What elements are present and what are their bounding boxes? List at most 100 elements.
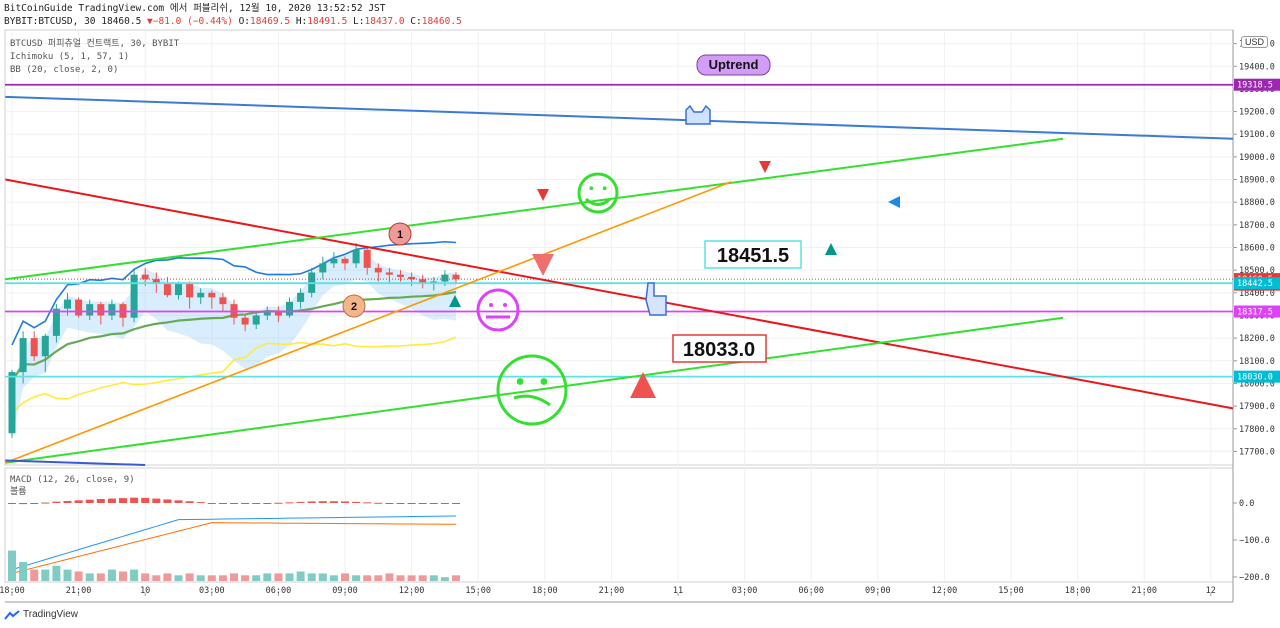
trendline-green-lower (5, 316, 1064, 464)
macd-histogram-bar (141, 497, 150, 503)
macd-histogram-bar (274, 502, 283, 504)
high-label: H: (295, 16, 308, 27)
time-tick-label: 15:00 (465, 586, 491, 596)
candle-body (108, 304, 116, 316)
price-tick-label: 19200.0 (1239, 108, 1275, 118)
trendline-red (5, 178, 1234, 410)
up-arrow-icon (630, 372, 656, 398)
time-tick-label: 03:00 (732, 586, 758, 596)
confused-face-icon-outline (496, 354, 568, 426)
candle-body (341, 258, 349, 264)
macd-histogram-bar (352, 501, 361, 503)
volume-bar (429, 575, 438, 581)
candle-body (64, 299, 71, 309)
macd-legend: MACD (12, 26, close, 9) 볼륨 (10, 474, 135, 498)
time-tick-label: 21:00 (599, 586, 625, 596)
currency-button[interactable]: USD (1241, 36, 1269, 48)
candle-body (263, 310, 271, 316)
candle-body (75, 299, 83, 316)
macd-histogram-bar (63, 501, 72, 503)
trendline-orange (5, 181, 732, 464)
time-tick-label: 18:00 (0, 586, 25, 596)
macd-histogram-bar (263, 503, 272, 504)
volume-bar (174, 575, 183, 581)
legend-macd[interactable]: MACD (12, 26, close, 9) (10, 475, 135, 485)
candle-body (297, 292, 305, 302)
low-value: 18437.0 (364, 16, 405, 27)
macd-signal-line (11, 522, 457, 574)
neutral-face-icon-eye (503, 303, 507, 307)
trendline-green-upper (5, 137, 1064, 281)
candle-body (30, 338, 38, 357)
up-arrow-icon (449, 295, 461, 307)
volume-bar (263, 573, 272, 581)
price-tick-label: 18700.0 (1239, 221, 1275, 231)
time-tick-label: 12:00 (399, 586, 425, 596)
price-tick-label: 17900.0 (1239, 402, 1275, 412)
macd-histogram-bar (341, 501, 349, 503)
time-tick-label: 06:00 (266, 586, 292, 596)
legend-bb[interactable]: BB (20, close, 2, 0) (10, 65, 119, 75)
volume-bar (329, 575, 338, 581)
volume-bar (452, 575, 460, 581)
macd-histogram-bar (174, 500, 183, 503)
legend-title[interactable]: BTCUSD 퍼피츄얼 컨트랙트, 30, BYBIT (10, 39, 180, 49)
macd-tick-label: 0.0 (1239, 499, 1254, 509)
price-tick-label: 19100.0 (1239, 130, 1275, 140)
macd-histogram-bar (41, 502, 50, 504)
volume-bar (296, 571, 305, 581)
chart-header: BitCoinGuide TradingView.com 에서 퍼블리쉬, 12… (4, 2, 462, 28)
macd-histogram-bar (440, 503, 449, 504)
candle-body (330, 258, 338, 264)
candle-body (163, 283, 171, 296)
neutral-face-icon-outline (476, 288, 520, 332)
bb-lower-line (11, 336, 457, 414)
smile-face-icon-outline (577, 172, 619, 214)
macd-histogram-bar (74, 500, 83, 503)
price-tick-label: 18100.0 (1239, 357, 1275, 367)
candle-body (352, 249, 360, 264)
time-tick-label: 09:00 (332, 586, 358, 596)
price-axis-tag (1234, 277, 1280, 290)
volume-bar (196, 575, 205, 581)
volume-bar (163, 573, 172, 581)
open-value: 18469.5 (250, 16, 291, 27)
volume-bar (252, 575, 261, 581)
legend-volume[interactable]: 볼륨 (10, 487, 27, 497)
time-tick-label: 18:00 (532, 586, 558, 596)
confused-face-icon (496, 354, 568, 426)
legend-ichimoku[interactable]: Ichimoku (5, 1, 57, 1) (10, 52, 130, 62)
volume-bar (19, 562, 28, 581)
volume-bar (185, 573, 194, 581)
candle-body (86, 304, 94, 316)
confused-face-icon-eye (540, 378, 548, 385)
candle-body (197, 292, 205, 298)
volume-bar (418, 575, 427, 581)
volume-bar (385, 573, 394, 581)
macd-tick-label: −100.0 (1239, 536, 1270, 546)
volume-bar (241, 575, 250, 581)
candle-body (8, 372, 16, 434)
time-tick-label: 09:00 (865, 586, 891, 596)
price-callout-b: 18033.0 (672, 334, 767, 363)
volume-bar (341, 573, 349, 581)
marker-label-1: 1 (397, 229, 403, 241)
macd-histogram-bar (329, 501, 338, 503)
macd-histogram-bar (285, 502, 294, 504)
macd-line (11, 515, 457, 571)
down-arrow-icon (532, 254, 554, 276)
tradingview-logo[interactable]: TradingView (4, 609, 78, 620)
time-tick-label: 10 (140, 586, 150, 596)
confused-face-icon-mouth (513, 394, 551, 407)
marker-circle-2 (342, 294, 366, 318)
macd-histogram-bar (230, 503, 238, 504)
candle-body (286, 301, 293, 316)
change-value: −81.0 (−0.44%) (152, 16, 233, 27)
candle-body (219, 297, 227, 305)
callout-box (704, 240, 802, 269)
macd-histogram-bar (396, 503, 405, 504)
volume-bar (141, 573, 150, 581)
volume-bar (274, 573, 283, 581)
price-axis-tag-label: 18030.0 (1237, 373, 1273, 383)
